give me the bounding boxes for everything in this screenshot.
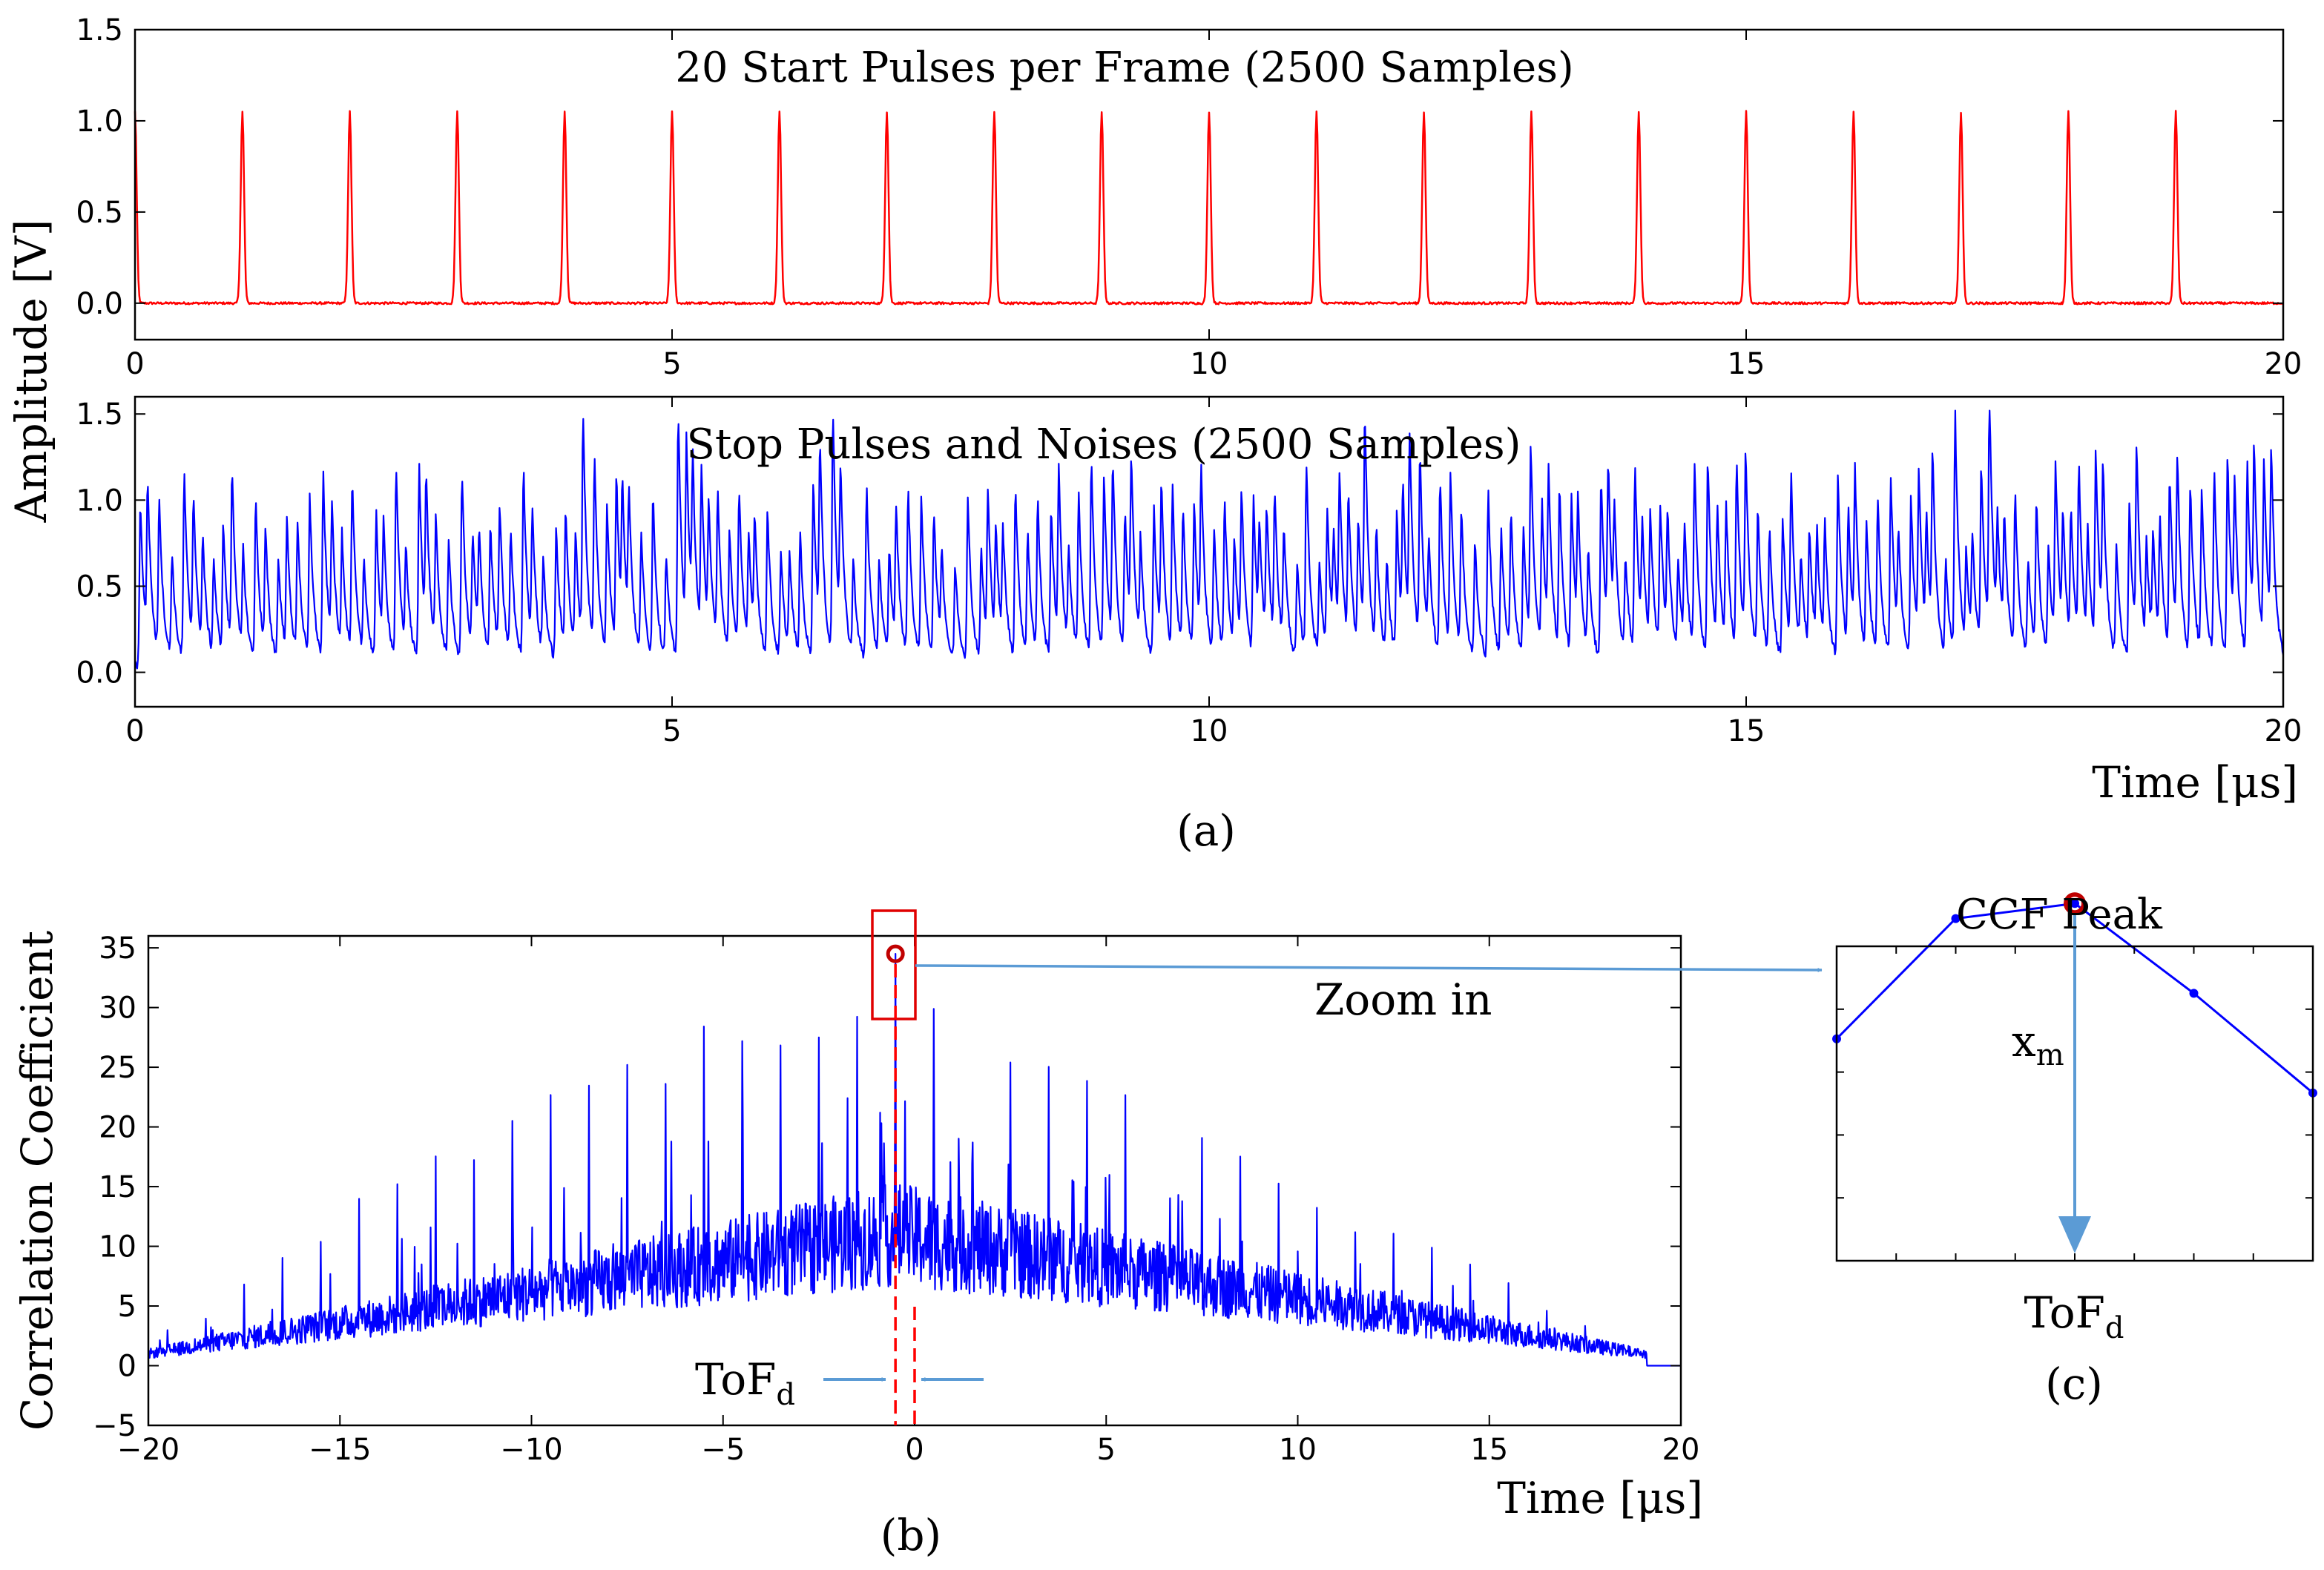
panel-a-bottom-title: Stop Pulses and Noises (2500 Samples)	[687, 420, 1521, 469]
pb-xtick-label: 20	[1662, 1433, 1700, 1467]
pb-ytick-label: 20	[99, 1111, 136, 1145]
pa2-xtick-label: 5	[662, 714, 681, 748]
zoom-rectangle	[871, 909, 917, 1020]
pb-xtick-label: 15	[1470, 1433, 1508, 1467]
pa2-ytick-label: 1.0	[76, 484, 123, 518]
pb-ytick-label: −5	[93, 1409, 136, 1443]
pa2-ytick-label: 1.5	[76, 398, 123, 432]
pa1-ytick-label: 0.5	[76, 196, 123, 230]
panel-a-label: (a)	[1176, 805, 1236, 856]
pa1-ytick-label: 1.0	[76, 105, 123, 139]
pa1-xtick-label: 5	[662, 347, 681, 381]
pb-xtick-label: 0	[905, 1433, 924, 1467]
ccf-peak-label: CCF Peak	[1956, 891, 2163, 939]
panel-b-label: (b)	[880, 1510, 941, 1560]
xm-label: xm	[2012, 1016, 2064, 1072]
pb-xtick-label: 10	[1279, 1433, 1317, 1467]
pa1-xtick-label: 10	[1191, 347, 1228, 381]
panel-c-label: (c)	[2045, 1359, 2103, 1409]
pa2-ytick-label: 0.0	[76, 656, 123, 690]
panel-a-xlabel: Time [μs]	[2092, 757, 2298, 808]
pa2-xtick-label: 15	[1728, 714, 1765, 748]
panel-a-stop-pulses: 0 5 10 15 20 0.0 0.5 1.0 1.5 Stop Pulses and Noi…	[76, 395, 2302, 808]
pb-xtick-label: −5	[701, 1433, 745, 1467]
pb-ytick-label: 35	[99, 931, 136, 966]
pb-ytick-label: 5	[118, 1290, 136, 1324]
pb-ytick-label: 0	[118, 1350, 136, 1384]
pb-xtick-label: −20	[117, 1433, 180, 1467]
pa2-xtick-label: 0	[125, 714, 144, 748]
pb-xtick-label: −10	[500, 1433, 562, 1467]
ccf-zoom-point	[2070, 899, 2079, 908]
panel-b-xlabel: Time [μs]	[1497, 1473, 1703, 1523]
ccf-peak-marker	[886, 944, 905, 963]
pb-xtick-label: −15	[309, 1433, 371, 1467]
ccf-series	[147, 952, 1682, 1367]
zoom-connector-arrow	[915, 964, 1823, 972]
pa1-ytick-label: 0.0	[76, 287, 123, 321]
tof-label-c: ToFd	[2024, 1287, 2124, 1345]
ccf-zoom-point	[2189, 989, 2199, 998]
pa2-xtick-label: 20	[2265, 714, 2302, 748]
pa1-xtick-label: 20	[2265, 347, 2302, 381]
zoom-in-label: Zoom in	[1314, 974, 1492, 1025]
pa1-xtick-label: 0	[125, 347, 144, 381]
pb-ytick-label: 10	[99, 1230, 136, 1264]
pa1-ytick-label: 1.5	[76, 13, 123, 47]
panel-a-start-pulses: 0 5 10 15 20 0.0 0.5 1.0 1.5 20 Start Pulses per…	[76, 13, 2302, 381]
panel-b-ccf: −20 −15 −10 −5 0 5 10 15 20 −5 0 5 10 15 20 25 30 35 ToFd…	[12, 909, 1703, 1560]
pb-xtick-label: 5	[1097, 1433, 1116, 1467]
pb-ytick-label: 30	[99, 992, 136, 1026]
pa1-xtick-label: 15	[1728, 347, 1765, 381]
panel-b-ylabel: Correlation Coefficient	[12, 931, 62, 1431]
stop-pulse-series	[134, 409, 2285, 670]
panel-c-zoom: CCF Peak xm ToFd (c)	[1832, 891, 2317, 1409]
pa2-ytick-label: 0.5	[76, 570, 123, 604]
panel-a-top-title: 20 Start Pulses per Frame (2500 Samples)	[675, 44, 1574, 92]
tof-down-arrowhead	[2058, 1216, 2091, 1253]
pb-ytick-label: 25	[99, 1051, 136, 1085]
start-pulse-series	[134, 110, 2284, 306]
ccf-zoom-peak-marker	[2064, 892, 2086, 915]
panel-a-ylabel: Amplitude [V]	[6, 220, 56, 524]
tof-label-b: ToFd	[695, 1354, 795, 1412]
pb-ytick-label: 15	[99, 1170, 136, 1204]
pa2-xtick-label: 10	[1191, 714, 1228, 748]
ccf-zoom-point	[1951, 914, 1961, 923]
